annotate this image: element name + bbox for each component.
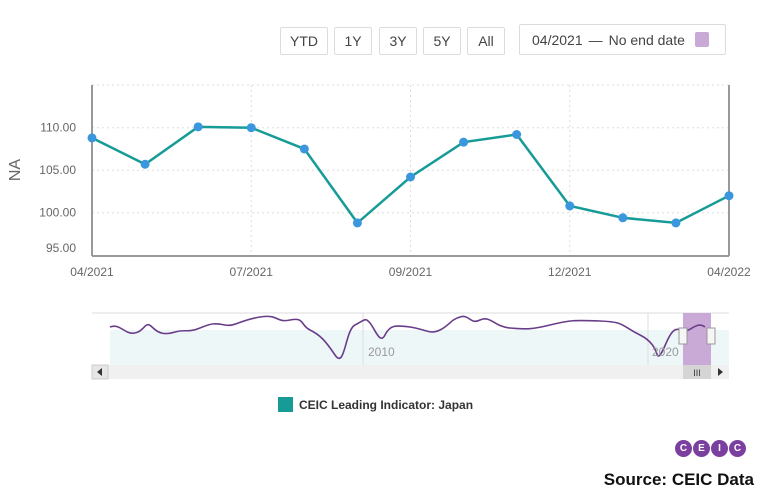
y-tick-labels: 95.00 100.00 105.00 110.00 [39,121,76,255]
logo-letter: I [711,440,728,457]
data-markers [87,122,734,228]
logo-letter: E [693,440,710,457]
data-point[interactable] [512,130,522,139]
svg-text:100.00: 100.00 [39,206,76,220]
range-button-1y[interactable]: 1Y [334,27,372,55]
svg-text:95.00: 95.00 [46,241,76,255]
data-point[interactable] [618,213,628,223]
data-point[interactable] [406,172,415,182]
ceic-logo: C E I C [675,440,746,457]
scrollbar-track[interactable] [92,365,729,379]
navigator-line [109,315,706,359]
svg-text:04/2021: 04/2021 [70,265,114,279]
end-date: No end date [608,31,685,48]
line-chart: 95.00 100.00 105.00 110.00 04/2021 07/2021 09… [7,84,751,279]
data-point[interactable] [565,201,575,211]
data-point[interactable] [724,191,734,201]
calendar-icon[interactable] [694,32,709,47]
legend-label: CEIC Leading Indicator: Japan [299,397,474,412]
y-axis-label: NA [7,159,24,182]
navigator-handle-right[interactable] [706,327,716,345]
date-range-picker[interactable]: 04/2021 — No end date [519,24,726,55]
legend-swatch [278,397,293,412]
start-date: 04/2021 [532,31,583,48]
data-point[interactable] [193,122,203,132]
x-tick-labels: 04/2021 07/2021 09/2021 12/2021 04/2022 [70,265,751,279]
arrow-left-icon [97,368,102,376]
data-point[interactable] [87,133,97,143]
grip-icon: III [693,368,701,378]
gridlines [92,84,729,256]
arrow-right-icon[interactable] [718,368,723,376]
scrollbar-thumb[interactable] [683,365,711,379]
svg-text:09/2021: 09/2021 [389,265,433,279]
svg-text:12/2021: 12/2021 [548,265,592,279]
legend-item[interactable]: CEIC Leading Indicator: Japan [278,397,473,412]
logo-letter: C [729,440,746,457]
range-button-ytd[interactable]: YTD [280,27,328,55]
source-credit: Source: CEIC Data [603,470,754,489]
navigator-handle-left[interactable] [678,327,688,345]
svg-text:04/2022: 04/2022 [707,265,751,279]
date-separator: — [588,31,603,48]
svg-text:105.00: 105.00 [39,163,76,177]
data-point[interactable] [352,218,362,228]
navigator-selection[interactable] [683,313,711,365]
navigator-label-2010: 2010 [368,345,395,359]
range-button-all[interactable]: All [467,27,505,55]
navigator-label-2020: 2020 [652,345,679,359]
svg-text:110.00: 110.00 [40,121,76,135]
logo-letter: C [675,440,692,457]
data-point[interactable] [246,123,256,133]
range-button-5y[interactable]: 5Y [423,27,461,55]
data-point[interactable] [459,137,469,147]
data-point[interactable] [671,218,681,228]
data-point[interactable] [140,159,150,169]
data-point[interactable] [299,144,309,154]
navigator[interactable]: 2010 2020 III [0,305,758,385]
range-button-3y[interactable]: 3Y [379,27,417,55]
svg-text:07/2021: 07/2021 [230,265,274,279]
